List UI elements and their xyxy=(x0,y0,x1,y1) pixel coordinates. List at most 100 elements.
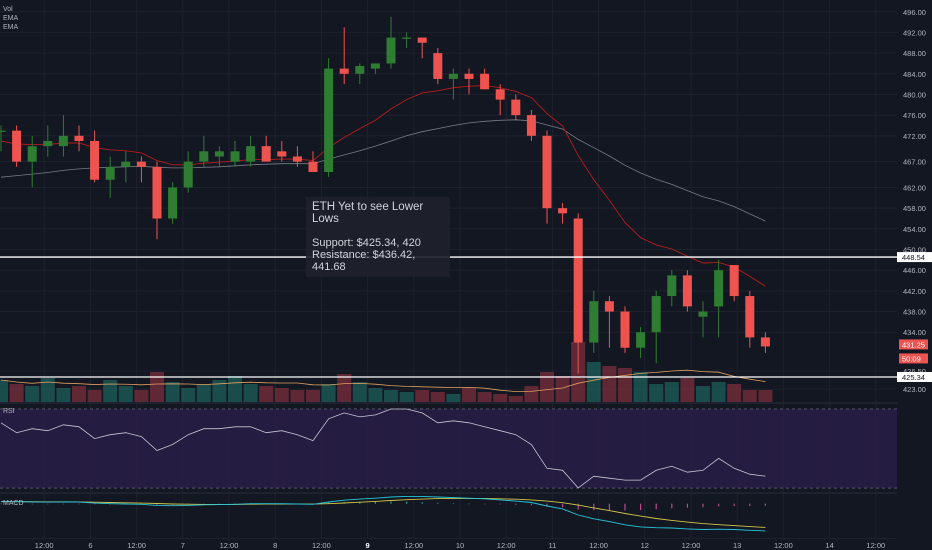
candle-body xyxy=(495,89,505,100)
candle-body xyxy=(714,270,724,307)
macd-histogram-bar xyxy=(31,503,33,505)
volume-bar xyxy=(462,388,476,402)
volume-bar xyxy=(0,380,8,402)
volume-bar xyxy=(212,380,227,402)
volume-bar xyxy=(352,382,367,402)
volume-bar xyxy=(103,380,118,402)
annotation-resistance: Resistance: $436.42, 441.68 xyxy=(312,249,416,273)
candle-body xyxy=(729,265,739,297)
time-tick-label: 12:00 xyxy=(682,541,701,550)
price-tick-label: 454.00 xyxy=(903,225,926,234)
price-tick-label: 423.00 xyxy=(903,385,926,394)
volume-bar xyxy=(664,382,679,402)
rsi-panel-label: RSI xyxy=(3,408,15,415)
macd-histogram-bar xyxy=(562,503,564,508)
volume-bar xyxy=(181,388,196,402)
candle-body xyxy=(589,301,599,343)
candle-body xyxy=(230,151,240,162)
volume-bar xyxy=(524,386,539,402)
candle-body xyxy=(121,161,131,167)
macd-histogram-bar xyxy=(608,503,610,511)
volume-bar xyxy=(259,386,274,402)
candle-body xyxy=(542,135,552,209)
macd-panel: 0.0000-10.0000 xyxy=(0,495,930,538)
indicator-legend: Vol EMA EMA xyxy=(3,5,18,32)
candle-body xyxy=(105,166,115,180)
candle-body xyxy=(152,166,162,219)
candlesticks[interactable] xyxy=(0,16,770,374)
macd-panel-label: MACD xyxy=(3,500,24,507)
volume-bar xyxy=(87,390,102,402)
macd-histogram-bar xyxy=(640,503,642,511)
price-tick-label: 496.00 xyxy=(903,8,926,17)
candle-body xyxy=(27,146,37,162)
volume-bar xyxy=(493,394,508,402)
price-tick-label: 434.00 xyxy=(903,328,926,337)
candle-body xyxy=(74,135,84,141)
price-tick-label: 492.00 xyxy=(903,28,926,37)
time-axis-bg xyxy=(0,539,932,550)
price-tick-label: 450.00 xyxy=(903,246,926,255)
price-tick-label: 442.00 xyxy=(903,287,926,296)
volume-bar xyxy=(40,378,55,402)
price-tick-label: 488.00 xyxy=(903,49,926,58)
macd-histogram-bar xyxy=(577,503,579,510)
candle-body xyxy=(12,130,22,162)
volume-bar xyxy=(430,392,445,402)
macd-histogram-bar xyxy=(484,503,486,505)
candle-body xyxy=(636,332,646,348)
volume-bar xyxy=(196,384,211,402)
candle-body xyxy=(745,296,755,338)
level-axis-label-0: 448.54 xyxy=(902,253,925,262)
macd-histogram-bar xyxy=(671,503,673,509)
candle-body xyxy=(199,151,209,162)
macd-histogram-bar xyxy=(515,503,517,505)
macd-histogram-bar xyxy=(0,503,2,505)
macd-histogram-bar xyxy=(437,502,439,504)
last-price-label-0: 431.25 xyxy=(902,340,925,349)
level-axis-bg-0 xyxy=(897,252,932,263)
macd-histogram-bar xyxy=(390,501,392,504)
candle-body xyxy=(682,275,692,307)
candle-body xyxy=(90,140,100,180)
last-price-label-1: 50:09 xyxy=(902,354,921,363)
time-tick-label: 12:00 xyxy=(35,541,54,550)
price-axis: 496.00 492.00 488.00 484.00 480.00 476.00 472.… xyxy=(897,0,932,539)
volume-bar xyxy=(680,378,695,402)
volume-bar xyxy=(118,386,133,402)
last-price-bg-1 xyxy=(899,353,928,364)
candle-body xyxy=(136,161,146,167)
annotation-box[interactable]: ETH Yet to see Lower Lows Support: $425.… xyxy=(306,197,450,277)
candle-body xyxy=(261,146,271,162)
candle-body xyxy=(511,99,521,116)
annotation-title: ETH Yet to see Lower Lows xyxy=(312,201,424,225)
candle-body xyxy=(604,301,614,312)
macd-histogram-bar xyxy=(468,503,470,505)
horizontal-levels[interactable]: 448.54 425.34 xyxy=(0,252,927,382)
volume-bar xyxy=(150,372,164,402)
candle-body xyxy=(43,140,53,147)
volume-bar xyxy=(25,386,40,402)
macd-histogram-bar xyxy=(47,503,49,505)
macd-histogram-bar xyxy=(655,503,657,510)
macd-histogram-bar xyxy=(499,503,501,505)
candle-body xyxy=(58,135,68,147)
candle-body xyxy=(433,53,443,79)
price-tick-label: 462.00 xyxy=(903,183,926,192)
volume-bar xyxy=(9,384,24,402)
candle-body xyxy=(277,151,287,157)
candle-body xyxy=(667,275,677,297)
candle-body xyxy=(339,68,349,74)
candle-body xyxy=(698,311,708,317)
candle-body xyxy=(558,208,568,214)
candle-body xyxy=(370,63,380,69)
time-axis: 512:00612:00712:00812:00912:001012:00111… xyxy=(0,539,932,550)
price-tick-label: 472.00 xyxy=(903,132,926,141)
price-tick-label: 476.00 xyxy=(903,111,926,120)
candle-body xyxy=(417,37,427,43)
volume-bar xyxy=(446,394,461,402)
time-tick-label: 12:00 xyxy=(312,541,331,550)
candle-body xyxy=(402,37,412,39)
volume-bar xyxy=(540,372,554,402)
